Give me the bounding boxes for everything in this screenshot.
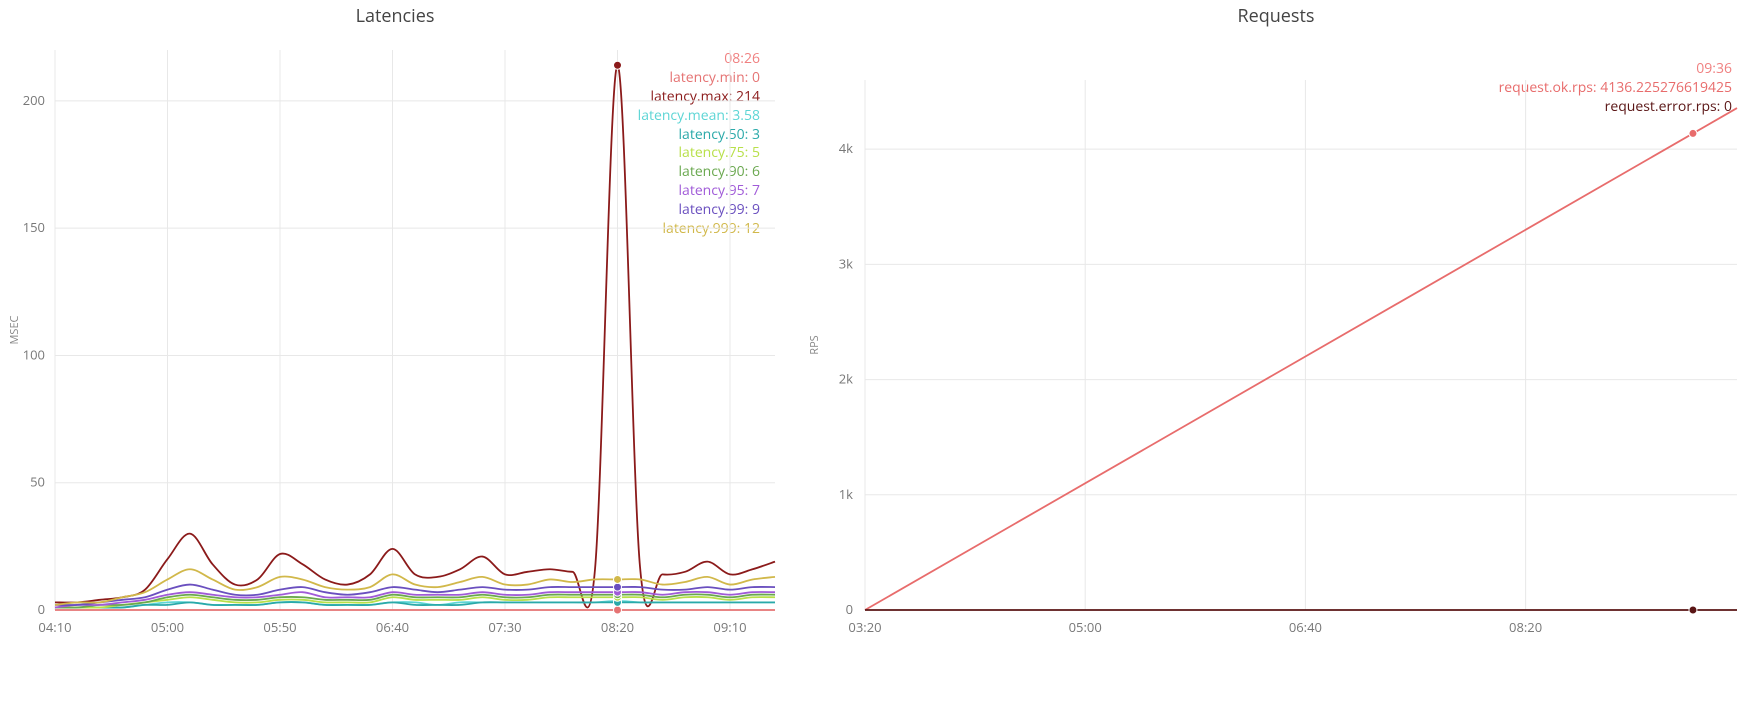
- svg-text:08:20: 08:20: [601, 618, 634, 636]
- latencies-panel: Latencies 08:26 latency.min: 0latency.ma…: [0, 0, 790, 718]
- svg-text:09:10: 09:10: [713, 618, 746, 636]
- svg-text:07:30: 07:30: [488, 618, 521, 636]
- svg-text:06:40: 06:40: [376, 618, 409, 636]
- svg-text:200: 200: [23, 91, 45, 109]
- svg-text:0: 0: [846, 600, 853, 618]
- dashboard: Latencies 08:26 latency.min: 0latency.ma…: [0, 0, 1762, 718]
- svg-text:1k: 1k: [839, 485, 853, 503]
- svg-text:MSEC: MSEC: [7, 315, 22, 344]
- requests-panel: Requests 09:36 request.ok.rps: 4136.2252…: [790, 0, 1762, 718]
- latencies-title: Latencies: [0, 4, 790, 28]
- requests-chart[interactable]: 0 1k 2k 3k 4k 03:20 05:00 06:40 08:20 RPS: [790, 30, 1762, 670]
- svg-text:05:50: 05:50: [263, 618, 296, 636]
- latencies-chart[interactable]: 0 50 100 150 200 04:10 05:00 05:50 06:40 07:30 08:…: [0, 30, 790, 670]
- svg-text:RPS: RPS: [807, 335, 822, 354]
- svg-text:04:10: 04:10: [38, 618, 71, 636]
- svg-text:3k: 3k: [839, 254, 853, 272]
- svg-text:05:00: 05:00: [151, 618, 184, 636]
- svg-text:100: 100: [23, 345, 45, 363]
- svg-text:03:20: 03:20: [848, 618, 881, 636]
- requests-title: Requests: [790, 4, 1762, 28]
- svg-text:4k: 4k: [839, 139, 853, 157]
- svg-text:2k: 2k: [839, 370, 853, 388]
- svg-text:05:00: 05:00: [1069, 618, 1102, 636]
- svg-text:08:20: 08:20: [1509, 618, 1542, 636]
- svg-text:150: 150: [23, 218, 45, 236]
- svg-text:0: 0: [38, 600, 45, 618]
- svg-text:50: 50: [30, 473, 45, 491]
- svg-text:06:40: 06:40: [1289, 618, 1322, 636]
